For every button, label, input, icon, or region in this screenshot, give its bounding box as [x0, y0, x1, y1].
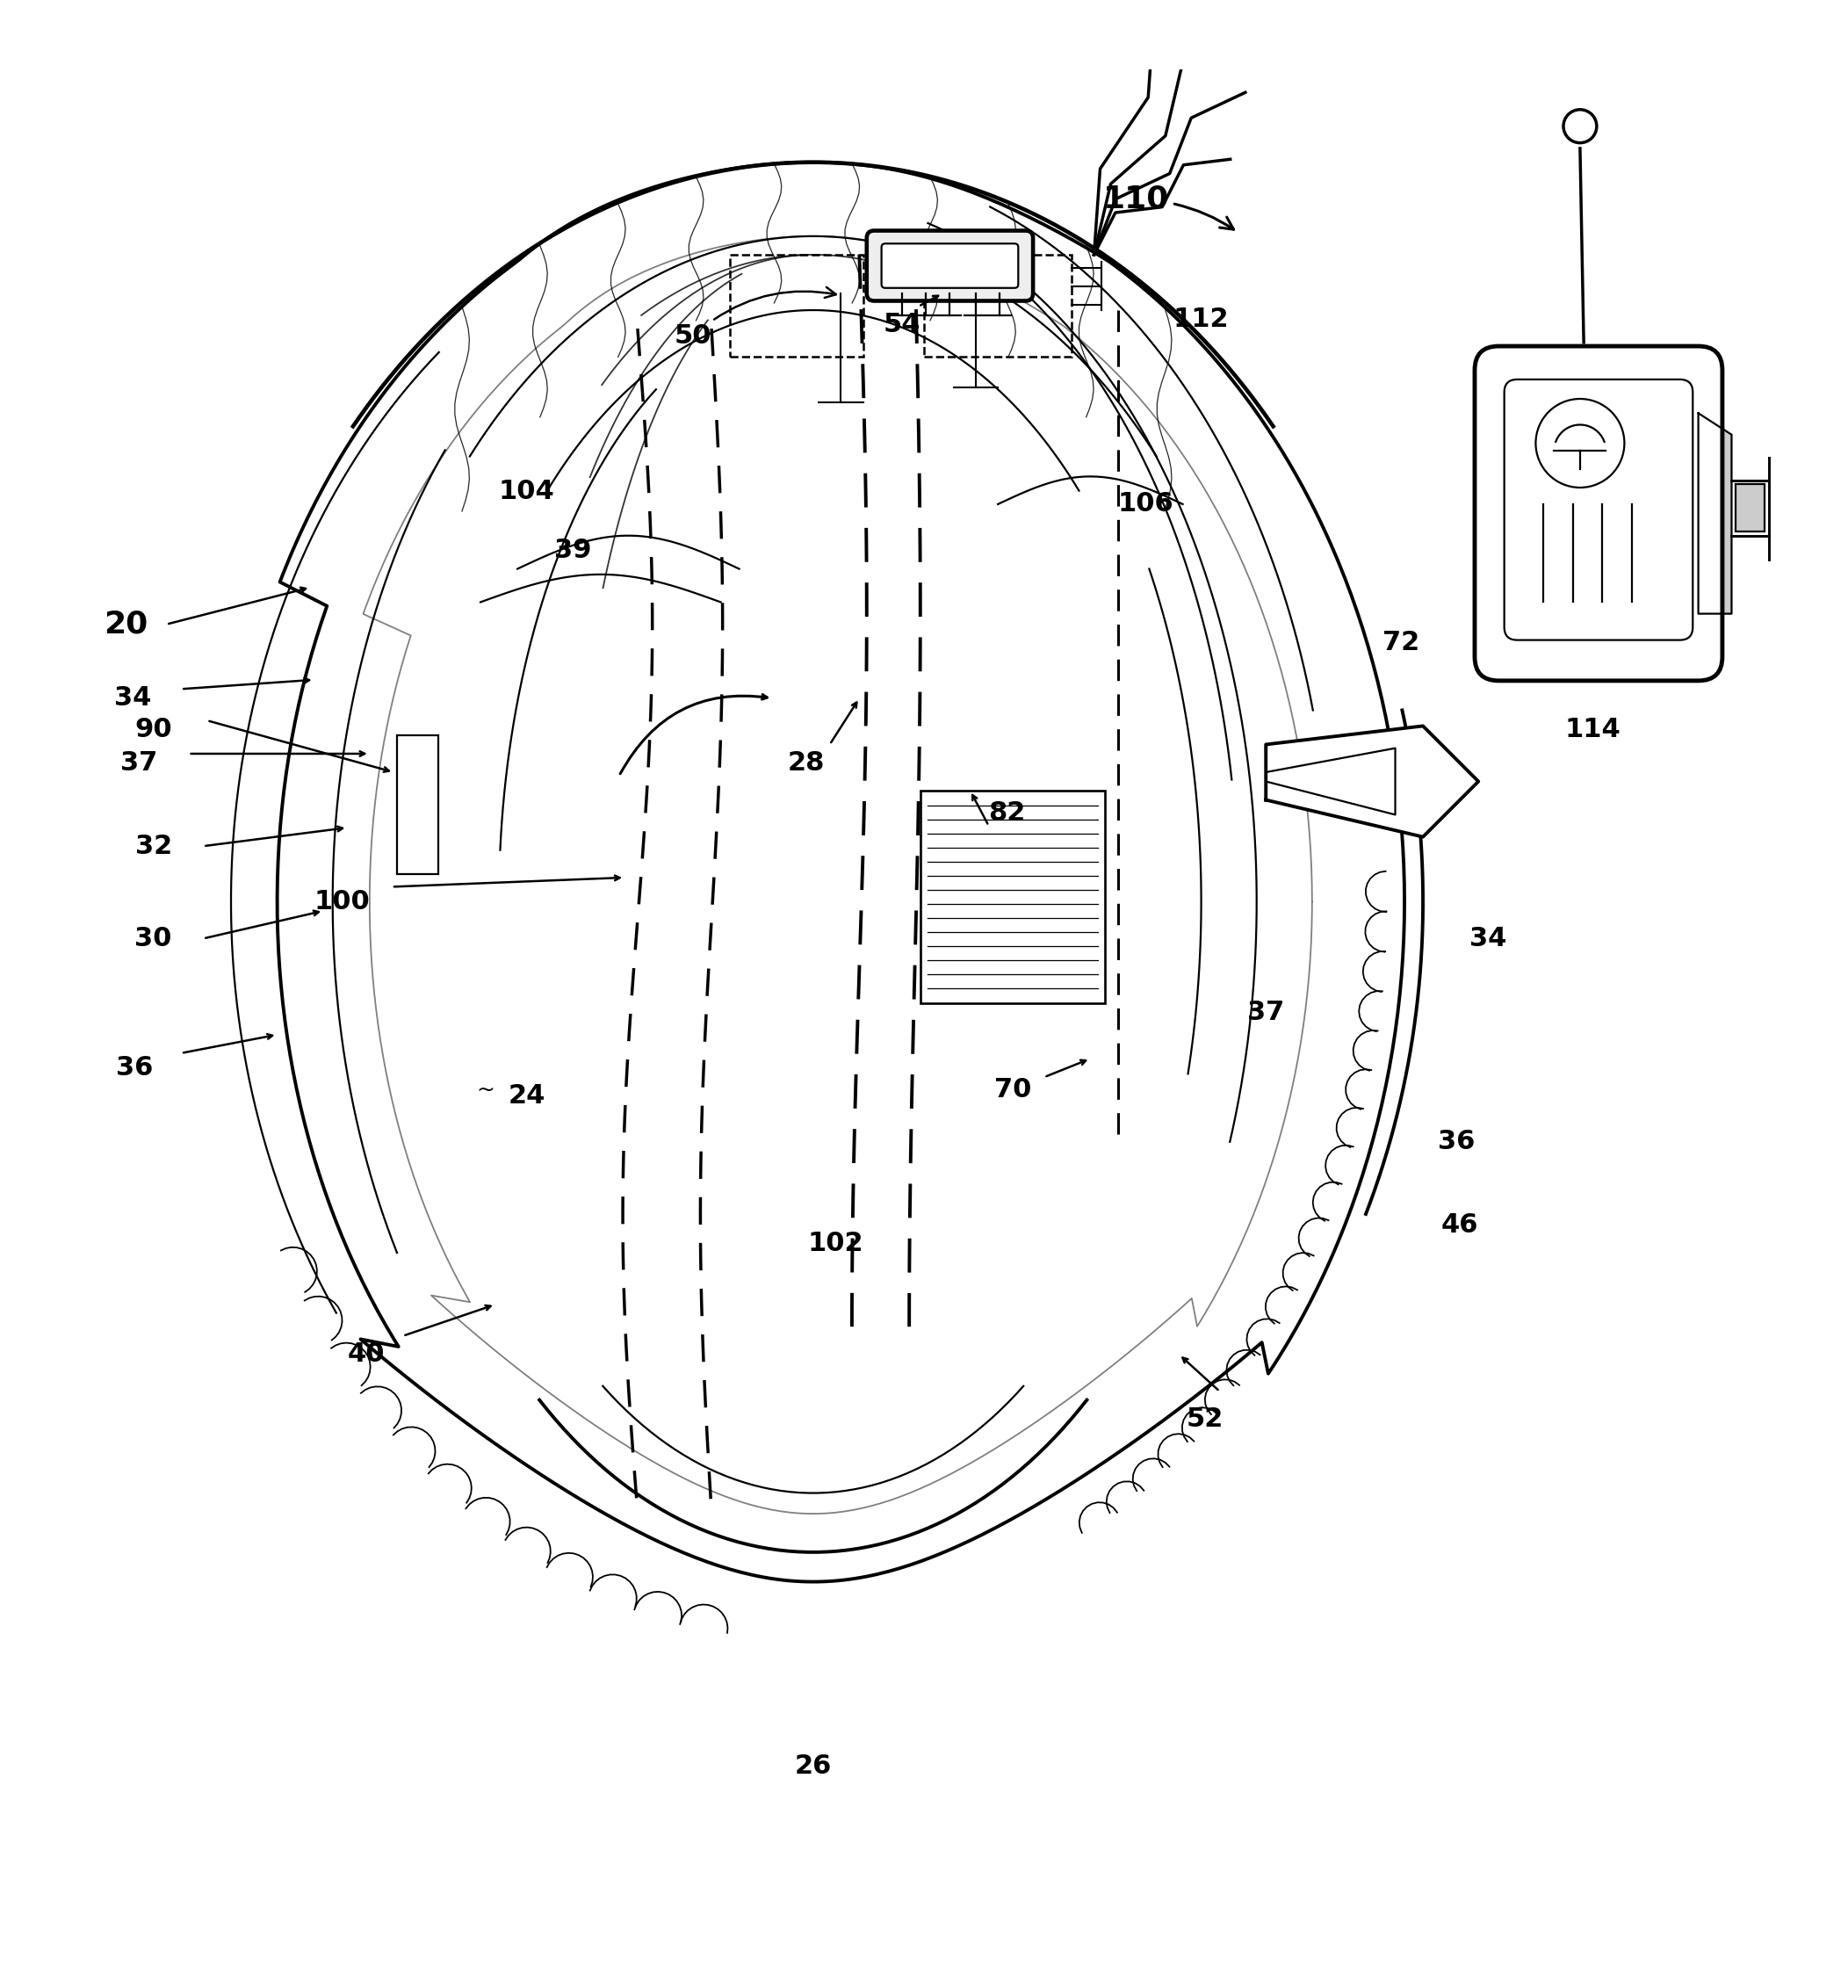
FancyBboxPatch shape	[1475, 346, 1722, 680]
Text: 36: 36	[1438, 1129, 1475, 1155]
Text: 106: 106	[1118, 491, 1173, 517]
Text: 24: 24	[508, 1083, 545, 1109]
Text: 102: 102	[808, 1231, 863, 1256]
Text: ~: ~	[477, 1079, 495, 1099]
Bar	[397, 736, 438, 875]
Text: 46: 46	[1441, 1213, 1478, 1239]
Text: 40: 40	[347, 1342, 384, 1368]
Text: 52: 52	[1186, 1406, 1223, 1431]
Text: 54: 54	[883, 312, 920, 338]
Text: 104: 104	[499, 479, 554, 505]
Text: 72: 72	[1382, 630, 1419, 656]
Text: 50: 50	[675, 286, 835, 348]
Text: 34: 34	[1469, 926, 1506, 952]
Text: 36: 36	[116, 1056, 153, 1081]
Text: 100: 100	[314, 889, 370, 914]
Bar	[1735, 483, 1765, 533]
FancyBboxPatch shape	[867, 231, 1033, 300]
Text: 26: 26	[795, 1753, 832, 1779]
Text: 114: 114	[1565, 718, 1621, 742]
Bar	[920, 791, 1105, 1004]
Text: 39: 39	[554, 537, 591, 563]
Text: 82: 82	[989, 799, 1026, 825]
Text: 28: 28	[787, 749, 824, 775]
FancyBboxPatch shape	[1504, 380, 1693, 640]
Polygon shape	[1266, 726, 1478, 837]
Text: 34: 34	[115, 686, 152, 712]
Text: 90: 90	[135, 718, 172, 742]
Polygon shape	[1698, 414, 1732, 614]
Text: 37: 37	[120, 749, 157, 775]
Text: 20: 20	[103, 610, 148, 640]
FancyBboxPatch shape	[881, 245, 1018, 288]
Text: 70: 70	[994, 1077, 1031, 1103]
Text: 110: 110	[1103, 185, 1234, 229]
Text: 37: 37	[1247, 1000, 1284, 1026]
Text: 32: 32	[135, 833, 172, 859]
Text: 112: 112	[1173, 306, 1229, 332]
Text: 30: 30	[135, 926, 172, 952]
